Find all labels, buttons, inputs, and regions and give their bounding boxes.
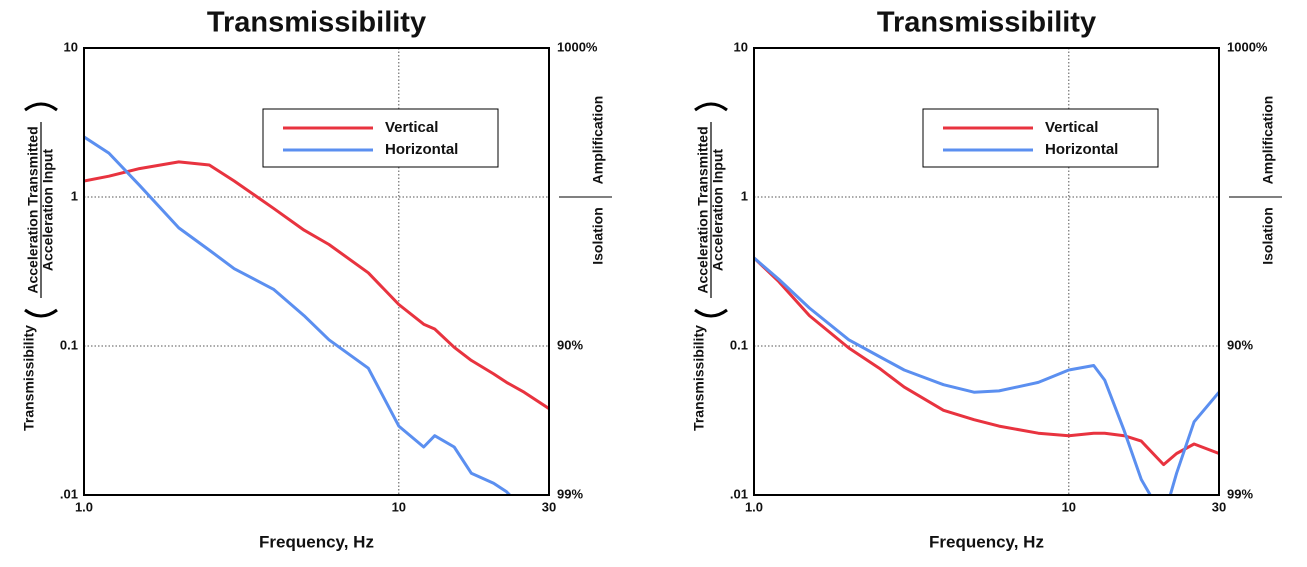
y2-tick-label: 1000% <box>557 39 598 54</box>
x-tick-label: 10 <box>392 499 406 514</box>
legend-label: Horizontal <box>1045 141 1118 158</box>
y-axis-label: Transmissibility <box>691 325 707 431</box>
x-axis-label: Frequency, Hz <box>929 532 1044 551</box>
y-label-numerator: Acceleration Transmitted <box>695 126 711 293</box>
x-tick-label: 30 <box>1212 499 1226 514</box>
series-line <box>84 135 512 495</box>
y2-label-lower: Isolation <box>1260 207 1276 265</box>
legend-label: Vertical <box>1045 119 1098 136</box>
y-tick-label: .01 <box>60 486 78 501</box>
legend-box <box>922 108 1159 168</box>
x-axis-label: Frequency, Hz <box>259 532 374 551</box>
y-tick-label: 0.1 <box>60 337 78 352</box>
series-line <box>754 256 1219 467</box>
x-tick-label: 1.0 <box>75 499 93 514</box>
y-tick-label: 1 <box>71 188 78 203</box>
chart-title: Transmissibility <box>207 7 426 39</box>
y-tick-label: .01 <box>730 486 748 501</box>
y2-tick-label: 1000% <box>1227 39 1268 54</box>
y-label-denominator: Acceleration Input <box>710 149 726 271</box>
x-tick-label: 10 <box>1062 499 1076 514</box>
y-label-numerator: Acceleration Transmitted <box>25 126 41 293</box>
y2-tick-label: 90% <box>557 337 583 352</box>
y-axis-label: Transmissibility <box>21 325 37 431</box>
y2-label-upper: Amplification <box>1260 96 1276 185</box>
x-tick-label: 1.0 <box>745 499 763 514</box>
y-tick-label: 1 <box>741 188 748 203</box>
chart: Transmissibility Frequency, Hz .01 0.1 1 10 1.… <box>691 7 1282 551</box>
y2-tick-label: 90% <box>1227 337 1253 352</box>
bracket <box>24 102 58 112</box>
chart: Transmissibility Frequency, Hz .01 0.1 1 10 1.… <box>21 7 612 551</box>
bracket <box>694 308 728 318</box>
y2-label-lower: Isolation <box>590 207 606 265</box>
chart-title: Transmissibility <box>877 7 1096 39</box>
y2-tick-label: 99% <box>1227 486 1253 501</box>
y-label-denominator: Acceleration Input <box>40 149 56 271</box>
y-tick-label: 10 <box>64 39 78 54</box>
legend-label: Horizontal <box>385 141 458 158</box>
series-line <box>84 160 549 410</box>
bracket <box>694 102 728 112</box>
plot-frame <box>753 47 1220 496</box>
bracket <box>24 308 58 318</box>
x-tick-label: 30 <box>542 499 556 514</box>
legend-label: Vertical <box>385 119 438 136</box>
legend-box <box>262 108 499 168</box>
y2-label-upper: Amplification <box>590 96 606 185</box>
series-line <box>754 256 1219 495</box>
y-tick-label: 0.1 <box>730 337 748 352</box>
y-tick-label: 10 <box>734 39 748 54</box>
plot-frame <box>83 47 550 496</box>
y2-tick-label: 99% <box>557 486 583 501</box>
